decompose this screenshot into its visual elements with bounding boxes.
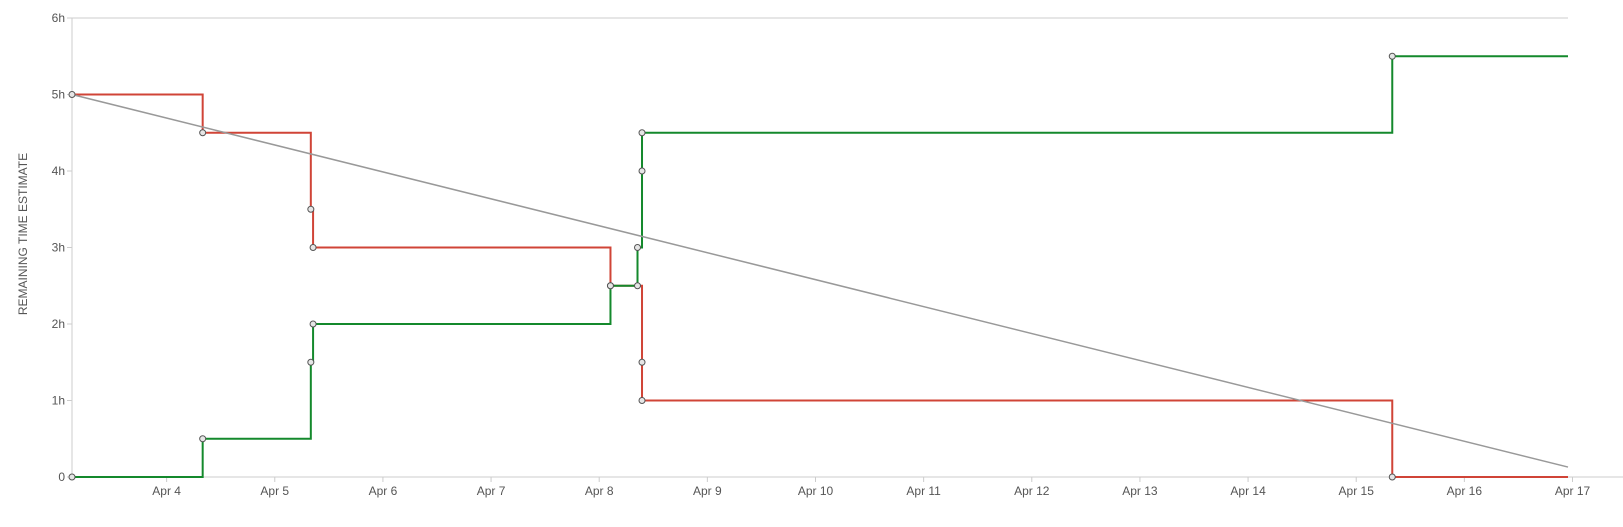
data-point <box>68 473 76 481</box>
data-point <box>199 435 207 443</box>
y-axis-title: REMAINING TIME ESTIMATE <box>16 153 30 315</box>
data-point <box>309 320 317 328</box>
data-point <box>1388 473 1396 481</box>
y-tick-label: 4h <box>52 164 65 178</box>
data-point <box>307 358 315 366</box>
data-point <box>309 244 317 251</box>
data-point <box>638 397 646 404</box>
x-tick-label: Apr 17 <box>1555 484 1591 498</box>
x-tick-label: Apr 16 <box>1447 484 1483 498</box>
x-tick-label: Apr 15 <box>1339 484 1375 498</box>
data-point <box>199 129 207 137</box>
x-tick-label: Apr 4 <box>152 484 181 498</box>
x-tick-label: Apr 5 <box>260 484 289 498</box>
points-layer <box>68 52 1396 481</box>
data-point <box>634 244 642 251</box>
y-tick-label: 2h <box>52 317 65 331</box>
data-point <box>606 282 614 290</box>
x-tick-label: Apr 8 <box>585 484 614 498</box>
data-point <box>634 282 642 290</box>
x-tick-label: Apr 12 <box>1014 484 1050 498</box>
data-point <box>638 167 646 175</box>
x-tick-label: Apr 10 <box>798 484 834 498</box>
data-point <box>638 358 646 366</box>
data-point <box>638 129 646 137</box>
y-tick-label: 6h <box>52 11 65 25</box>
completed-values-line <box>72 55 1568 478</box>
x-tick-label: Apr 9 <box>693 484 722 498</box>
series-layer <box>71 55 1569 478</box>
y-tick-label: 1h <box>52 394 65 408</box>
y-tick-label: 0 <box>58 470 65 484</box>
data-point <box>307 205 315 213</box>
x-tick-label: Apr 6 <box>369 484 398 498</box>
data-point <box>68 91 76 98</box>
remaining-values-line <box>72 93 1568 478</box>
y-tick-label: 5h <box>52 88 65 102</box>
x-tick-label: Apr 13 <box>1122 484 1158 498</box>
data-point <box>1388 52 1396 60</box>
guideline <box>71 93 1569 468</box>
y-tick-label: 3h <box>52 241 65 255</box>
x-tick-label: Apr 11 <box>906 484 941 498</box>
axes-layer: 0 1h 2h 3h 4h 5h 6h Apr 4 Apr 5 Apr 6 Apr 7 Apr 8 Ap… <box>52 11 1623 498</box>
x-tick-label: Apr 14 <box>1230 484 1266 498</box>
x-tick-label: Apr 7 <box>477 484 506 498</box>
